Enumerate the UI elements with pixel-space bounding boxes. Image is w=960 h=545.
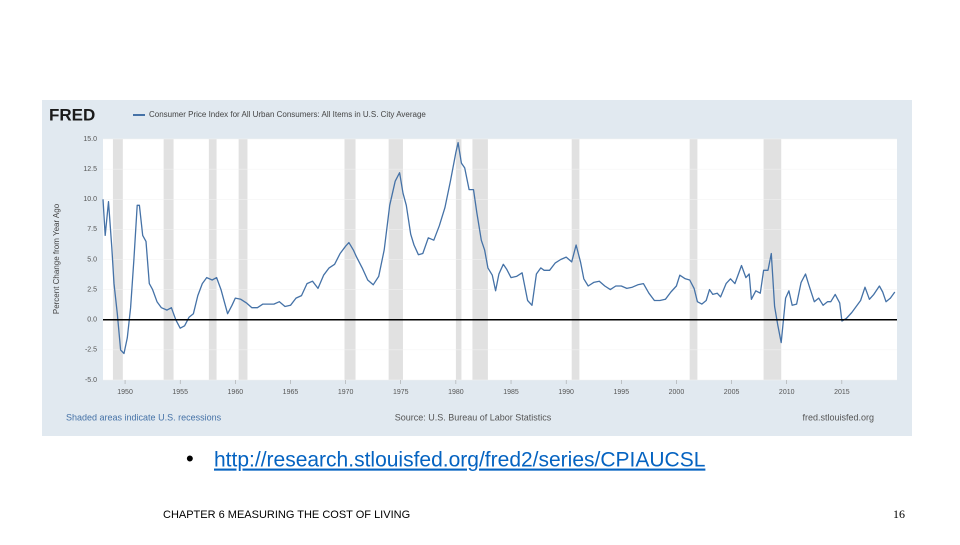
y-tick-label: 2.5	[87, 286, 97, 293]
source-note: Source: U.S. Bureau of Labor Statistics	[395, 412, 552, 422]
logo: FRED	[49, 105, 95, 124]
y-tick-label: 7.5	[87, 226, 97, 233]
y-tick-label: 15.0	[83, 136, 97, 143]
x-tick-label: 1975	[393, 389, 409, 396]
page-number: 16	[893, 507, 905, 521]
y-tick-label: -5.0	[85, 377, 97, 384]
y-tick-label: 0.0	[87, 317, 97, 324]
y-tick-label: 12.5	[83, 166, 97, 173]
x-tick-label: 1990	[558, 389, 574, 396]
x-tick-label: 1960	[228, 389, 244, 396]
legend-label: Consumer Price Index for All Urban Consu…	[149, 110, 426, 119]
bullet: •	[186, 446, 194, 471]
x-tick-label: 1955	[172, 389, 188, 396]
x-tick-label: 2010	[779, 389, 795, 396]
y-axis-label: Percent Change from Year Ago	[52, 203, 61, 314]
x-tick-label: 1985	[503, 389, 519, 396]
y-tick-label: -2.5	[85, 347, 97, 354]
y-tick-label: 5.0	[87, 256, 97, 263]
y-tick-label: 10.0	[83, 196, 97, 203]
series-line	[102, 141, 896, 355]
recession-note: Shaded areas indicate U.S. recessions	[66, 412, 222, 422]
x-tick-label: 1995	[614, 389, 630, 396]
x-tick-label: 1980	[448, 389, 464, 396]
x-tick-label: 2015	[834, 389, 850, 396]
x-tick-label: 1970	[338, 389, 354, 396]
x-tick-label: 2005	[724, 389, 740, 396]
site-note: fred.stlouisfed.org	[802, 412, 874, 422]
x-tick-label: 1965	[283, 389, 299, 396]
footer: CHAPTER 6 MEASURING THE COST OF LIVING	[163, 509, 410, 521]
x-tick-label: 2000	[669, 389, 685, 396]
link[interactable]: http://research.stlouisfed.org/fred2/ser…	[214, 449, 705, 472]
x-tick-label: 1950	[117, 389, 133, 396]
